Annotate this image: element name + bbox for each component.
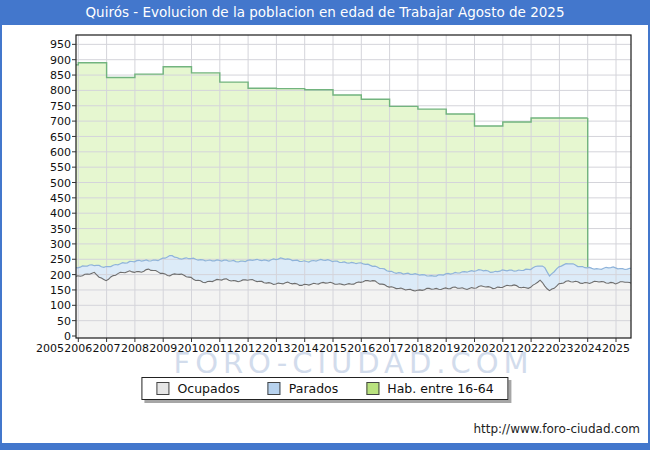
- legend-label-parados: Parados: [289, 381, 339, 396]
- y-tick-label: 700: [50, 115, 71, 128]
- footer: http://www.foro-ciudad.com: [473, 422, 640, 436]
- y-tick-label: 300: [50, 238, 71, 251]
- legend-label-ocupados: Ocupados: [177, 381, 239, 396]
- chart-legend: Ocupados Parados Hab. entre 16-64: [141, 377, 508, 400]
- y-tick-label: 400: [50, 207, 71, 220]
- y-tick-label: 350: [50, 223, 71, 236]
- y-tick-label: 100: [50, 299, 71, 312]
- page: Quirós - Evolucion de la poblacion en ed…: [0, 0, 650, 450]
- plot-layers: [50, 35, 632, 338]
- y-tick-label: 150: [50, 284, 71, 297]
- legend-item-hab-16-64: Hab. entre 16-64: [366, 381, 493, 396]
- y-tick-label: 950: [50, 38, 71, 51]
- title-bar: Quirós - Evolucion de la poblacion en ed…: [0, 0, 650, 25]
- y-tick-label: 850: [50, 69, 71, 82]
- x-tick-label: 2005: [36, 342, 64, 355]
- legend-item-parados: Parados: [268, 381, 339, 396]
- legend-item-ocupados: Ocupados: [156, 381, 239, 396]
- y-axis-labels: 0 50 100 150 200 250 300 350 400 450 500 550 600 650 7…: [50, 38, 71, 343]
- watermark: FORO-CIUDAD.COM: [76, 346, 631, 380]
- y-tick-label: 500: [50, 177, 71, 190]
- y-tick-label: 450: [50, 192, 71, 205]
- y-tick-label: 750: [50, 100, 71, 113]
- parados-swatch-icon: [268, 382, 281, 395]
- y-tick-label: 250: [50, 253, 71, 266]
- y-tick-label: 50: [57, 315, 71, 328]
- y-tick-label: 800: [50, 84, 71, 97]
- y-tick-label: 550: [50, 161, 71, 174]
- y-tick-label: 0: [64, 330, 71, 343]
- hab-16-64-swatch-icon: [366, 382, 379, 395]
- ocupados-swatch-icon: [156, 382, 169, 395]
- bottom-bar: [0, 443, 650, 450]
- legend-label-hab-16-64: Hab. entre 16-64: [387, 381, 493, 396]
- footer-url[interactable]: http://www.foro-ciudad.com: [473, 422, 640, 436]
- y-tick-label: 600: [50, 146, 71, 159]
- y-tick-label: 200: [50, 269, 71, 282]
- y-tick-label: 900: [50, 54, 71, 67]
- page-title: Quirós - Evolucion de la poblacion en ed…: [85, 4, 564, 20]
- y-tick-label: 650: [50, 131, 71, 144]
